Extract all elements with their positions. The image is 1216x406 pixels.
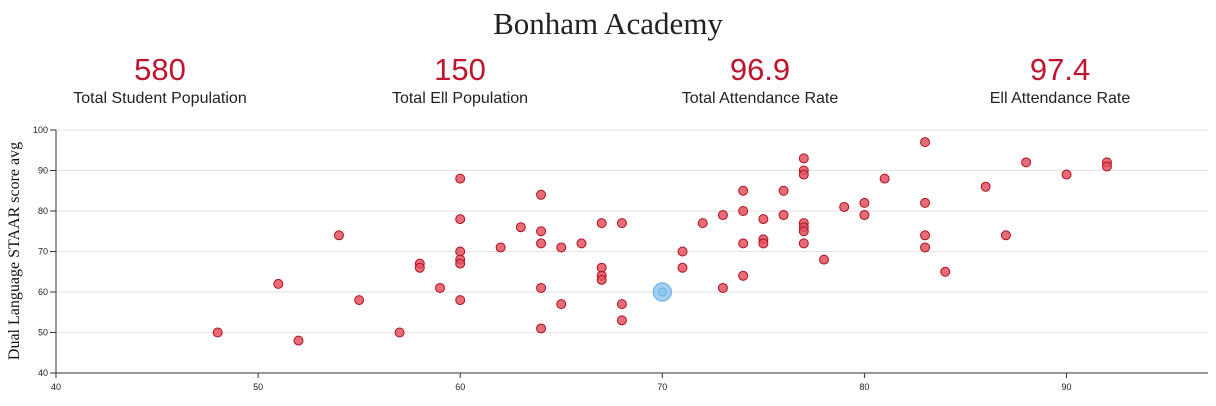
data-point bbox=[798, 226, 809, 237]
data-point bbox=[293, 335, 304, 346]
y-tick-label: 100 bbox=[33, 125, 48, 135]
stat-label: Ell Attendance Rate bbox=[989, 90, 1131, 107]
data-point bbox=[212, 327, 223, 338]
data-point bbox=[920, 137, 931, 148]
stat-total-student-population: 580 Total Student Population bbox=[10, 52, 310, 109]
data-point bbox=[616, 299, 627, 310]
x-tick-label: 60 bbox=[455, 382, 465, 392]
x-tick-label: 70 bbox=[657, 382, 667, 392]
data-point bbox=[536, 282, 547, 293]
stat-total-attendance-rate: 96.9 Total Attendance Rate bbox=[610, 52, 910, 109]
data-point bbox=[1101, 161, 1112, 172]
stat-value: 97.4 bbox=[1029, 52, 1091, 87]
data-point bbox=[616, 315, 627, 326]
data-point bbox=[1000, 230, 1011, 241]
data-point bbox=[536, 238, 547, 249]
stat-value: 96.9 bbox=[729, 52, 791, 87]
data-point bbox=[980, 181, 991, 192]
data-point bbox=[677, 262, 688, 273]
stat-ell-attendance-rate: 97.4 Ell Attendance Rate bbox=[910, 52, 1210, 109]
y-tick-label: 90 bbox=[38, 166, 48, 176]
y-tick-label: 40 bbox=[38, 368, 48, 378]
axes: 40 50 60 70 80 90 100 40 50 60 70 80 90 bbox=[33, 125, 1208, 392]
data-point bbox=[455, 173, 466, 184]
data-point bbox=[536, 226, 547, 237]
y-tick-label: 60 bbox=[38, 287, 48, 297]
data-point bbox=[596, 274, 607, 285]
data-point bbox=[778, 185, 789, 196]
data-point bbox=[717, 282, 728, 293]
stat-value: 150 bbox=[434, 52, 486, 87]
data-point bbox=[455, 295, 466, 306]
y-axis-label: Dual Language STAAR score avg bbox=[6, 142, 23, 360]
data-point bbox=[576, 238, 587, 249]
data-point bbox=[1021, 157, 1032, 168]
data-point bbox=[738, 206, 749, 216]
data-point bbox=[273, 278, 284, 289]
data-point bbox=[920, 242, 931, 253]
data-point bbox=[677, 246, 688, 257]
x-tick-label: 50 bbox=[253, 382, 263, 392]
data-point bbox=[616, 218, 627, 229]
data-point bbox=[536, 189, 547, 200]
data-point bbox=[778, 210, 789, 221]
data-point bbox=[738, 270, 749, 281]
data-point bbox=[798, 169, 809, 180]
data-point bbox=[839, 201, 850, 212]
gridlines bbox=[56, 129, 1208, 333]
data-point bbox=[455, 214, 466, 225]
data-point bbox=[758, 214, 769, 225]
data-point bbox=[940, 266, 951, 277]
data-point bbox=[920, 197, 931, 208]
data-point bbox=[758, 238, 769, 249]
data-point bbox=[536, 323, 547, 334]
data-point bbox=[798, 153, 809, 164]
data-points bbox=[212, 137, 1112, 346]
data-point bbox=[556, 299, 567, 310]
data-point bbox=[556, 242, 567, 253]
y-tick-label: 80 bbox=[38, 206, 48, 216]
data-point bbox=[333, 230, 344, 241]
data-point bbox=[455, 258, 466, 269]
stat-total-ell-population: 150 Total Ell Population bbox=[310, 52, 610, 109]
page-title: Bonham Academy bbox=[493, 6, 723, 41]
data-point bbox=[435, 282, 445, 293]
data-point bbox=[1061, 169, 1072, 180]
data-point bbox=[819, 254, 829, 265]
stat-label: Total Student Population bbox=[73, 90, 247, 107]
data-point bbox=[394, 327, 405, 338]
data-point bbox=[414, 262, 425, 273]
data-point bbox=[879, 173, 890, 184]
data-point bbox=[697, 218, 708, 229]
x-tick-label: 40 bbox=[51, 382, 61, 392]
x-tick-label: 90 bbox=[1062, 382, 1072, 392]
data-point bbox=[920, 230, 931, 241]
data-point bbox=[738, 185, 749, 196]
data-point bbox=[859, 197, 870, 208]
y-tick-label: 70 bbox=[38, 247, 48, 257]
data-point bbox=[596, 218, 607, 229]
stat-value: 580 bbox=[134, 52, 186, 87]
x-tick-label: 80 bbox=[859, 382, 869, 392]
y-tick-label: 50 bbox=[38, 328, 48, 338]
data-point bbox=[798, 238, 809, 249]
highlighted-data-point-center bbox=[657, 287, 667, 297]
data-point bbox=[738, 238, 749, 249]
data-point bbox=[495, 242, 506, 253]
data-point bbox=[859, 210, 870, 221]
stat-label: Total Attendance Rate bbox=[681, 90, 839, 107]
data-point bbox=[515, 222, 526, 233]
stat-label: Total Ell Population bbox=[391, 90, 529, 107]
data-point bbox=[717, 210, 728, 221]
data-point bbox=[354, 295, 365, 306]
